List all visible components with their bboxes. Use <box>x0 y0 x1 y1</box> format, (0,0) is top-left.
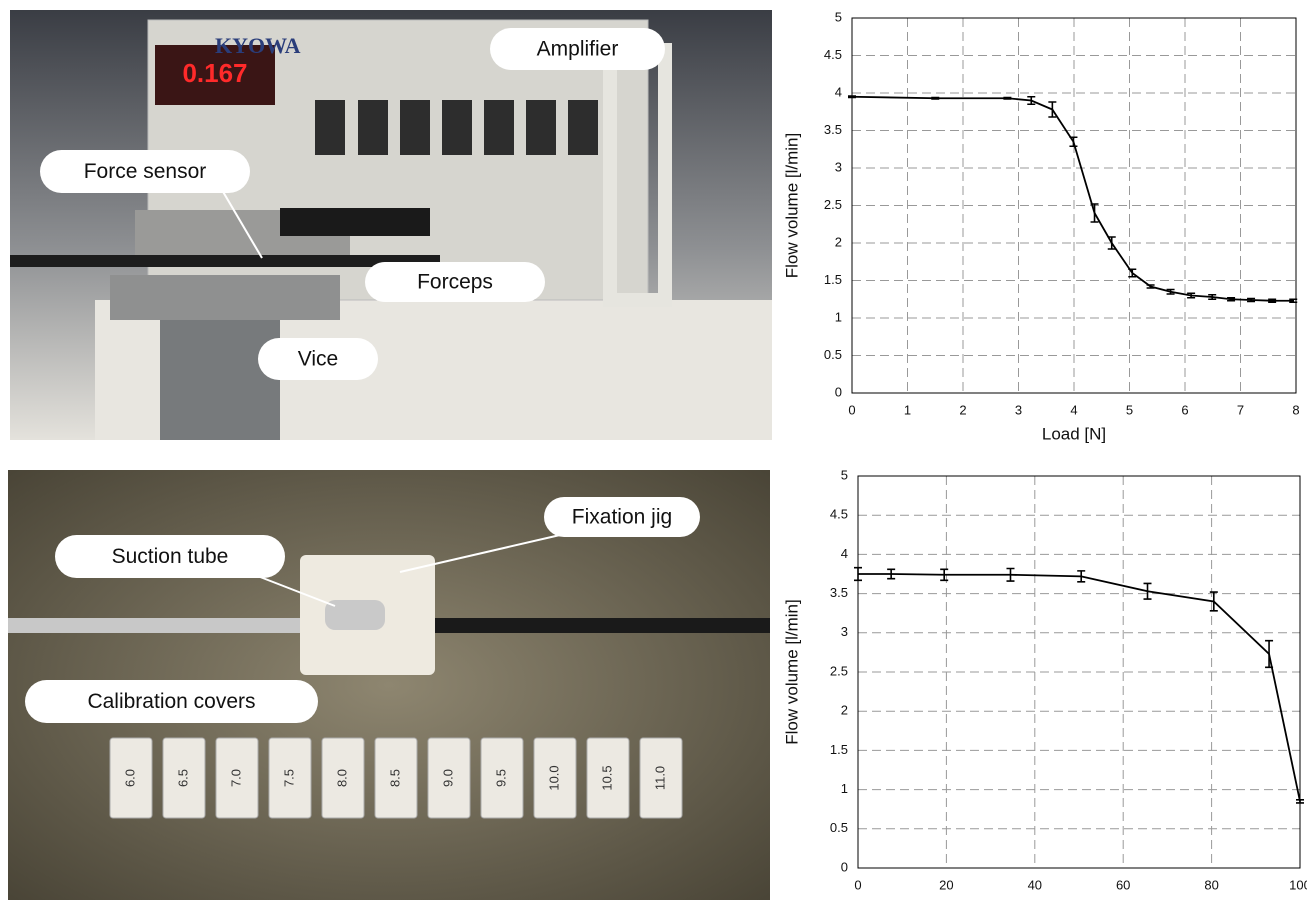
page: {"photos": [ {"device_brand": "KYOWA", "… <box>0 0 1307 900</box>
figure: KYOWA 0.167 6.0 6.5 7.0 7.5 8.0 8.5 9.0 9.5 10.0… <box>0 0 1307 900</box>
label-pill: Force sensor <box>40 150 250 193</box>
x-tick-label: 1 <box>904 402 911 417</box>
x-tick-label: 40 <box>1028 877 1042 892</box>
y-tick-label: 5 <box>841 467 848 482</box>
cover-mark: 7.5 <box>281 769 296 787</box>
y-tick-label: 4 <box>841 546 848 561</box>
cover-mark: 6.5 <box>175 769 190 787</box>
x-tick-label: 20 <box>939 877 953 892</box>
x-tick-label: 5 <box>1126 402 1133 417</box>
y-tick-label: 2.5 <box>830 663 848 678</box>
y-tick-label: 4.5 <box>824 47 842 62</box>
y-tick-label: 1.5 <box>824 272 842 287</box>
x-tick-label: 4 <box>1070 402 1077 417</box>
y-tick-label: 0 <box>835 384 842 399</box>
label-pill: Fixation jig <box>544 497 700 537</box>
photo-label: Fixation jig <box>572 506 672 529</box>
y-tick-label: 0.5 <box>824 347 842 362</box>
x-tick-label: 80 <box>1204 877 1218 892</box>
y-tick-label: 3.5 <box>830 585 848 600</box>
cover-mark: 9.5 <box>493 769 508 787</box>
y-axis-label: Flow volume [l/min] <box>782 599 801 744</box>
y-axis-label: Flow volume [l/min] <box>782 133 801 278</box>
cover-mark: 8.5 <box>387 769 402 787</box>
photo-label: Force sensor <box>84 160 207 183</box>
device-brand: KYOWA <box>215 33 301 58</box>
plot-area <box>858 476 1300 868</box>
x-tick-label: 3 <box>1015 402 1022 417</box>
x-tick-label: 8 <box>1292 402 1299 417</box>
label-pill: Amplifier <box>490 28 665 70</box>
x-tick-label: 100 <box>1289 877 1307 892</box>
x-tick-label: 2 <box>959 402 966 417</box>
x-tick-label: 0 <box>848 402 855 417</box>
cover-mark: 7.0 <box>228 769 243 787</box>
x-tick-label: 7 <box>1237 402 1244 417</box>
photo-force-setup: KYOWA 0.167 <box>10 10 772 440</box>
chart: 00.511.522.533.544.55020406080100Covered… <box>782 467 1307 900</box>
label-pill: Forceps <box>365 262 545 302</box>
error-bar <box>848 96 856 98</box>
label-pill: Calibration covers <box>25 680 318 723</box>
display-reading: 0.167 <box>182 58 247 88</box>
y-tick-label: 1.5 <box>830 742 848 757</box>
y-tick-label: 3 <box>841 624 848 639</box>
photo-label: Amplifier <box>537 38 619 61</box>
cover-mark: 10.5 <box>599 765 614 790</box>
x-tick-label: 0 <box>854 877 861 892</box>
x-tick-label: 60 <box>1116 877 1130 892</box>
error-bar <box>931 98 939 100</box>
cover-mark: 10.0 <box>546 765 561 790</box>
y-tick-label: 2 <box>835 234 842 249</box>
label-pill: Suction tube <box>55 535 285 578</box>
cover-mark: 6.0 <box>122 769 137 787</box>
y-tick-label: 5 <box>835 9 842 24</box>
x-axis-label: Load [N] <box>1042 424 1106 443</box>
chart: 0 0.5 1 1.5 2 2.5 3 3.5 4 4.5 5 0 1 2 3 4 5 6 7 8 Load [N] Fl… <box>782 9 1299 443</box>
y-tick-label: 4.5 <box>830 507 848 522</box>
cover-mark: 11.0 <box>652 766 667 790</box>
y-tick-label: 0.5 <box>830 820 848 835</box>
covers: 6.0 6.5 7.0 7.5 8.0 8.5 9.0 9.5 10.0 10.5 11.0 <box>110 738 682 818</box>
y-tick-label: 2.5 <box>824 197 842 212</box>
label-pill: Vice <box>258 338 378 380</box>
photo-label: Suction tube <box>112 545 229 568</box>
cover-mark: 8.0 <box>334 769 349 787</box>
photo-label: Vice <box>298 348 338 371</box>
y-tick-label: 1 <box>835 309 842 324</box>
y-tick-label: 0 <box>841 859 848 874</box>
y-tick-label: 2 <box>841 703 848 718</box>
photo-label: Calibration covers <box>87 690 255 713</box>
x-tick-label: 6 <box>1181 402 1188 417</box>
y-tick-label: 4 <box>835 84 842 99</box>
photo-label: Forceps <box>417 271 493 294</box>
y-tick-label: 3 <box>835 159 842 174</box>
cover-mark: 9.0 <box>440 769 455 787</box>
y-tick-label: 3.5 <box>824 122 842 137</box>
y-tick-label: 1 <box>841 781 848 796</box>
error-bar <box>1003 98 1011 100</box>
